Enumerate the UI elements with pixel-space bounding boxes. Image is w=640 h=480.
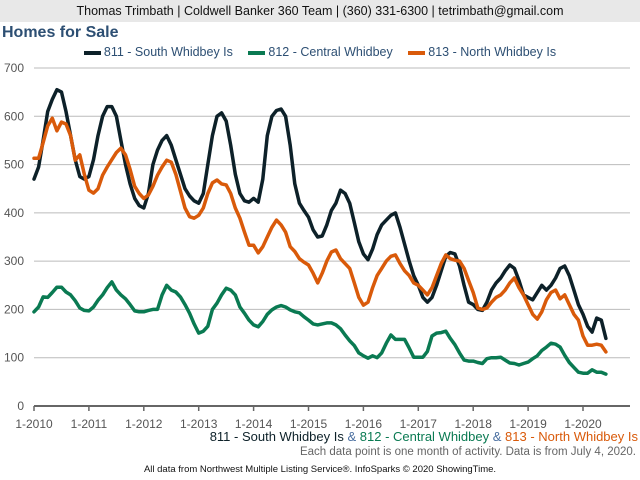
source-footer: All data from Northwest Multiple Listing…	[143, 464, 497, 475]
y-tick-label: 0	[17, 399, 24, 413]
series-line-812	[32, 280, 608, 376]
data-note: Each data point is one month of activity…	[299, 446, 636, 458]
legend-item-813[interactable]: 813 - North Whidbey Is	[408, 45, 556, 59]
series-line-811	[32, 87, 608, 341]
x-tick-label: 1-2018	[455, 417, 493, 431]
x-tick-label: 1-2015	[290, 417, 328, 431]
x-tick-label: 1-2012	[125, 417, 163, 431]
x-tick-label: 1-2013	[180, 417, 218, 431]
y-tick-label: 100	[4, 351, 24, 365]
legend-swatch-812	[248, 50, 266, 55]
chart-title: Homes for Sale	[2, 24, 119, 41]
y-tick-label: 500	[4, 158, 24, 172]
x-tick-label: 1-2010	[15, 417, 53, 431]
y-tick-label: 700	[4, 61, 24, 75]
contact-text: Thomas Trimbath | Coldwell Banker 360 Te…	[76, 4, 564, 18]
x-tick-label: 1-2020	[564, 417, 602, 431]
x-tick-label: 1-2017	[400, 417, 438, 431]
bottom-legend-812: 812 - Central Whidbey	[359, 429, 490, 444]
y-tick-label: 200	[4, 302, 24, 316]
legend-item-812[interactable]: 812 - Central Whidbey	[248, 45, 393, 59]
x-tick-label: 1-2011	[71, 417, 108, 431]
legend-label: 811 - South Whidbey Is	[103, 45, 233, 59]
x-tick-label: 1-2016	[345, 417, 383, 431]
y-tick-label: 600	[4, 109, 24, 123]
y-tick-label: 400	[4, 206, 24, 220]
x-tick-label: 1-2014	[235, 417, 273, 431]
legend-label: 812 - Central Whidbey	[268, 45, 393, 59]
y-tick-label: 300	[4, 254, 24, 268]
x-tick-label: 1-2019	[509, 417, 547, 431]
legend-swatch-811	[83, 50, 101, 55]
bottom-legend-813: 813 - North Whidbey Is	[505, 429, 638, 444]
ampersand: &	[492, 429, 502, 444]
bottom-legend-811: 811 - South Whidbey Is	[209, 429, 344, 444]
legend-item-811[interactable]: 811 - South Whidbey Is	[83, 45, 233, 59]
legend-label: 813 - North Whidbey Is	[428, 45, 557, 59]
contact-header: Thomas Trimbath | Coldwell Banker 360 Te…	[0, 0, 640, 22]
legend-swatch-813	[408, 50, 426, 55]
legend: 811 - South Whidbey Is 812 - Central Whi…	[0, 45, 640, 59]
ampersand: &	[347, 429, 357, 444]
series-line-813	[32, 116, 608, 354]
bottom-legend: 811 - South Whidbey Is & 812 - Central W…	[210, 429, 638, 444]
